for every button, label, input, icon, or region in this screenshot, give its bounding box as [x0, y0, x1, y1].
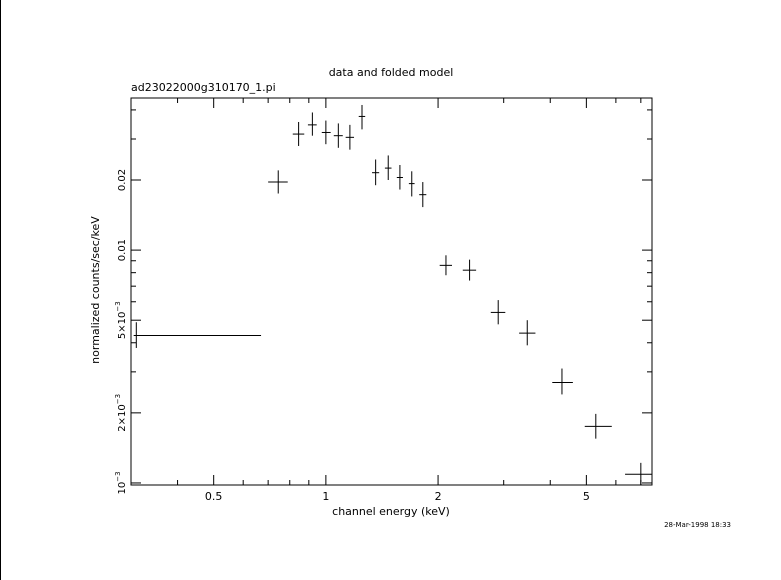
- data-point: [625, 462, 652, 485]
- data-point: [333, 123, 343, 148]
- data-point: [519, 320, 536, 346]
- data-point: [358, 104, 366, 130]
- data-point: [321, 120, 331, 145]
- plot-frame: [130, 97, 653, 486]
- data-point: [396, 164, 403, 190]
- x-tick-labels: 0.5 1 2 5: [205, 490, 590, 503]
- data-point: [133, 322, 262, 348]
- x-tick-label: 0.5: [205, 490, 223, 503]
- y-tick-label: 0.02: [117, 169, 128, 191]
- data-point: [552, 368, 573, 395]
- y-tick-label: 2×10−3: [114, 394, 128, 432]
- axis-ticks: [131, 98, 652, 485]
- data-point: [372, 159, 380, 186]
- chart-subtitle: ad23022000g310170_1.pi: [131, 81, 276, 94]
- x-axis-label: channel energy (keV): [332, 505, 450, 518]
- data-point: [292, 121, 305, 146]
- data-point: [419, 182, 427, 208]
- data-point: [462, 259, 477, 281]
- x-tick-label: 5: [583, 490, 590, 503]
- timestamp: 28-Mar-1998 18:33: [664, 521, 731, 529]
- data-points: [133, 104, 652, 485]
- data-point: [584, 413, 612, 439]
- y-tick-label: 5×10−3: [114, 301, 128, 339]
- y-tick-label: 10−3: [114, 471, 128, 494]
- y-tick-labels: 10−3 2×10−3 5×10−3 0.01 0.02: [114, 169, 128, 495]
- data-point: [439, 255, 453, 276]
- chart-title: data and folded model: [329, 66, 454, 79]
- data-point: [490, 300, 506, 325]
- data-point: [384, 155, 392, 181]
- x-tick-label: 1: [322, 490, 329, 503]
- x-tick-label: 2: [435, 490, 442, 503]
- y-tick-label: 0.01: [117, 239, 128, 261]
- data-point: [268, 170, 288, 194]
- y-axis-label: normalized counts/sec/keV: [89, 216, 102, 364]
- data-point: [408, 171, 415, 197]
- data-point: [307, 112, 317, 136]
- data-point: [345, 124, 355, 150]
